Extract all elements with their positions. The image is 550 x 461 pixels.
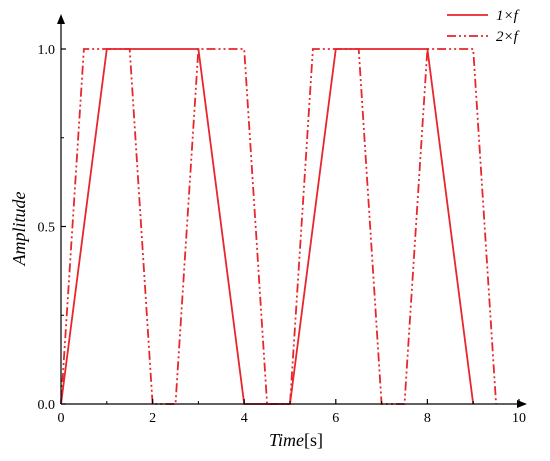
legend-label-2: 2×f bbox=[496, 29, 520, 45]
x-axis-title-main: Time bbox=[269, 430, 304, 450]
axes-layer bbox=[57, 14, 527, 408]
legend: 1×f2×f bbox=[447, 8, 520, 45]
y-tick-label: 1.0 bbox=[38, 43, 56, 58]
ticks-layer: 0 2 4 6 8 10 0.0 0.5 1.0 bbox=[38, 43, 527, 426]
series-line-2 bbox=[60, 48, 497, 405]
x-tick-label: 8 bbox=[424, 411, 431, 426]
y-tick-label: 0.0 bbox=[38, 398, 56, 413]
legend-label-1: 1×f bbox=[496, 8, 520, 24]
x-axis-title: Time[s] bbox=[269, 430, 323, 450]
y-tick-label: 0.5 bbox=[38, 221, 56, 236]
y-axis-title: Amplitude bbox=[9, 192, 29, 267]
x-tick-label: 6 bbox=[332, 411, 339, 426]
x-tick-label: 2 bbox=[149, 411, 156, 426]
series-line-1 bbox=[60, 48, 475, 405]
series-layer bbox=[60, 48, 497, 405]
x-tick-label: 0 bbox=[58, 411, 65, 426]
x-tick-label: 10 bbox=[512, 411, 526, 426]
y-axis-arrow bbox=[57, 14, 65, 24]
x-tick-label: 4 bbox=[241, 411, 248, 426]
x-axis-title-unit: [s] bbox=[304, 430, 323, 450]
